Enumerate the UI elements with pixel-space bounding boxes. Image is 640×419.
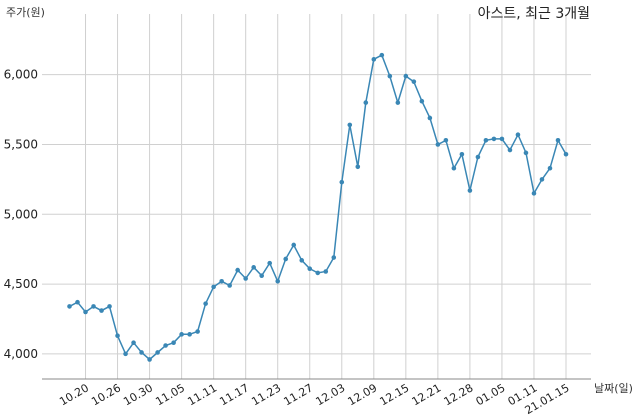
data-point xyxy=(187,332,192,337)
data-point xyxy=(491,136,497,142)
data-point xyxy=(435,142,441,147)
data-point xyxy=(467,188,473,193)
data-point xyxy=(499,136,505,142)
data-point xyxy=(99,308,104,313)
x-tick-label: 11.27 xyxy=(281,381,315,408)
y-axis-label: 주가(원) xyxy=(6,6,45,19)
data-point xyxy=(67,304,72,309)
data-point xyxy=(163,343,168,348)
data-point xyxy=(523,150,529,156)
data-point xyxy=(483,137,489,143)
x-tick-label: 10.26 xyxy=(89,381,123,408)
data-point xyxy=(251,265,256,270)
data-point xyxy=(507,147,513,153)
data-point xyxy=(563,151,569,157)
data-point xyxy=(283,256,289,262)
data-point xyxy=(211,284,216,290)
x-tick-label: 12.28 xyxy=(442,381,476,408)
x-tick-label: 12.21 xyxy=(410,381,444,408)
data-point xyxy=(339,179,345,185)
x-tick-label: 01.05 xyxy=(474,381,508,408)
data-point xyxy=(531,191,537,196)
data-point xyxy=(515,132,521,137)
data-point xyxy=(259,273,264,278)
x-tick-label: 10.20 xyxy=(57,381,91,408)
x-tick-label: 11.11 xyxy=(185,381,219,408)
x-tick-label: 11.05 xyxy=(153,381,187,408)
data-point xyxy=(75,299,80,305)
data-point xyxy=(203,301,208,306)
data-point xyxy=(555,137,561,143)
y-tick-label: 6,000 xyxy=(4,68,38,82)
x-tick-label: 11.17 xyxy=(217,381,251,408)
data-point xyxy=(539,177,545,182)
data-point xyxy=(331,255,337,260)
data-point xyxy=(179,332,184,337)
data-point xyxy=(411,79,417,84)
data-point xyxy=(107,304,112,309)
data-point xyxy=(379,52,385,58)
data-point xyxy=(419,98,425,104)
y-tick-label: 4,000 xyxy=(4,347,38,361)
data-point xyxy=(155,350,160,355)
y-tick-label: 4,500 xyxy=(4,277,38,291)
data-point xyxy=(147,357,152,362)
data-point xyxy=(227,283,232,288)
data-point xyxy=(355,164,361,170)
x-axis: 10.2010.2610.3011.0511.1111.1711.2311.27… xyxy=(57,381,571,417)
chart-title: 아스트, 최근 3개월 xyxy=(478,6,590,22)
y-tick-label: 5,500 xyxy=(4,137,38,151)
data-point xyxy=(171,340,176,346)
x-tick-label: 12.09 xyxy=(346,381,380,408)
data-point xyxy=(347,122,353,128)
data-point xyxy=(131,340,136,346)
grid xyxy=(42,14,591,379)
data-point xyxy=(291,242,297,248)
data-point xyxy=(91,304,96,309)
data-point xyxy=(363,100,369,105)
data-point xyxy=(307,266,313,272)
data-point xyxy=(299,258,305,263)
data-point xyxy=(475,154,481,160)
data-point xyxy=(403,73,409,79)
data-point xyxy=(459,151,465,157)
data-point xyxy=(123,351,128,357)
data-point xyxy=(443,137,449,143)
y-tick-label: 5,000 xyxy=(4,207,38,221)
data-point xyxy=(219,278,224,284)
series-line xyxy=(69,54,567,361)
data-point xyxy=(315,270,321,276)
data-point xyxy=(387,73,393,79)
data-point xyxy=(395,100,401,105)
data-point xyxy=(243,276,248,281)
data-point xyxy=(115,333,120,339)
data-point xyxy=(275,278,281,284)
x-tick-label: 12.15 xyxy=(378,381,412,408)
x-axis-label: 날짜(일) xyxy=(594,381,633,395)
data-point xyxy=(235,267,240,273)
x-tick-label: 10.30 xyxy=(121,381,155,408)
x-tick-label: 12.03 xyxy=(313,381,347,408)
data-point xyxy=(427,115,433,121)
series-points xyxy=(67,52,569,362)
data-point xyxy=(83,309,88,315)
data-point xyxy=(451,165,457,171)
data-point xyxy=(139,350,144,355)
data-point xyxy=(547,165,553,171)
data-point xyxy=(323,269,329,274)
y-axis: 4,000 4,500 5,000 5,500 6,000 xyxy=(4,68,38,361)
x-tick-label: 11.23 xyxy=(249,381,283,408)
data-point xyxy=(267,260,273,266)
data-point xyxy=(195,329,200,334)
data-point xyxy=(371,57,377,62)
